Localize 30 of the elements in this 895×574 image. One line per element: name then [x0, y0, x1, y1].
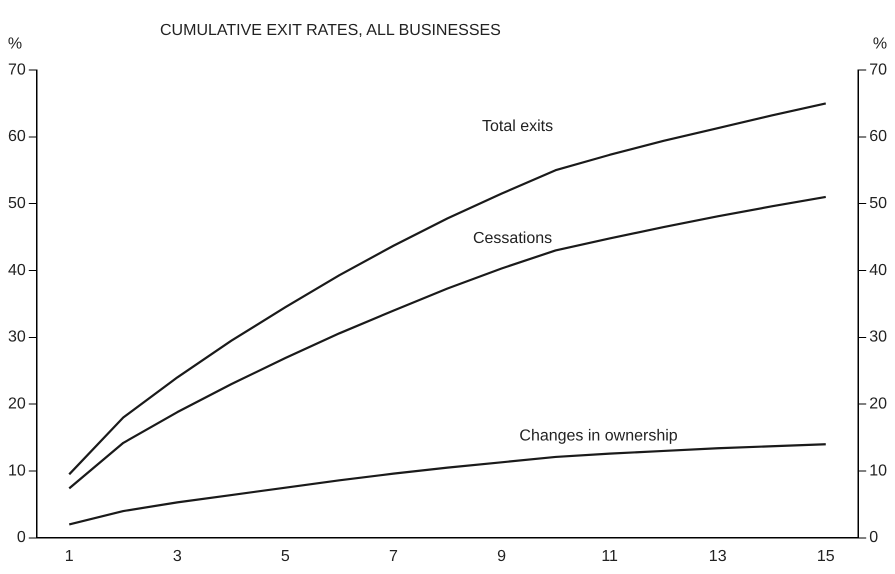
- y2-tick-label: 60: [869, 128, 888, 146]
- series-label: Changes in ownership: [519, 428, 678, 445]
- y-axis-title: %: [8, 35, 22, 52]
- x-tick-label: 1: [64, 548, 74, 565]
- y2-axis-title: %: [872, 35, 888, 52]
- x-tick-label: 7: [389, 548, 398, 565]
- y2-tick-label: 0: [869, 529, 878, 546]
- y-tick-label: 0: [16, 529, 26, 546]
- y-tick-label: 40: [8, 262, 26, 279]
- text: Total exits: [482, 118, 554, 136]
- y-tick-label: 10: [8, 462, 26, 480]
- y-tick-label: 50: [8, 195, 26, 212]
- x-tick-label: 11: [601, 548, 618, 565]
- y-tick-label: 30: [8, 328, 26, 346]
- y2-tick-label: 50: [869, 195, 888, 212]
- y2-tick-label: 10: [869, 462, 888, 480]
- chart-title: CUMULATIVE EXIT RATES, ALL BUSINESSES: [160, 22, 501, 40]
- y-tick-label: 20: [8, 396, 26, 413]
- x-tick-label: 9: [497, 548, 506, 565]
- y-tick-label: 60: [8, 128, 26, 146]
- y2-tick-label: 70: [869, 61, 888, 78]
- y2-tick-label: 20: [869, 396, 888, 413]
- y2-tick-label: 30: [869, 328, 888, 346]
- x-tick-label: 5: [280, 548, 290, 565]
- series-label: Cessations: [472, 230, 552, 247]
- y2-tick-label: 40: [869, 262, 888, 279]
- x-tick-label: 13: [708, 548, 727, 565]
- x-tick-label: 15: [816, 548, 835, 565]
- x-tick-label: 3: [172, 548, 182, 565]
- y-tick-label: 70: [8, 61, 26, 78]
